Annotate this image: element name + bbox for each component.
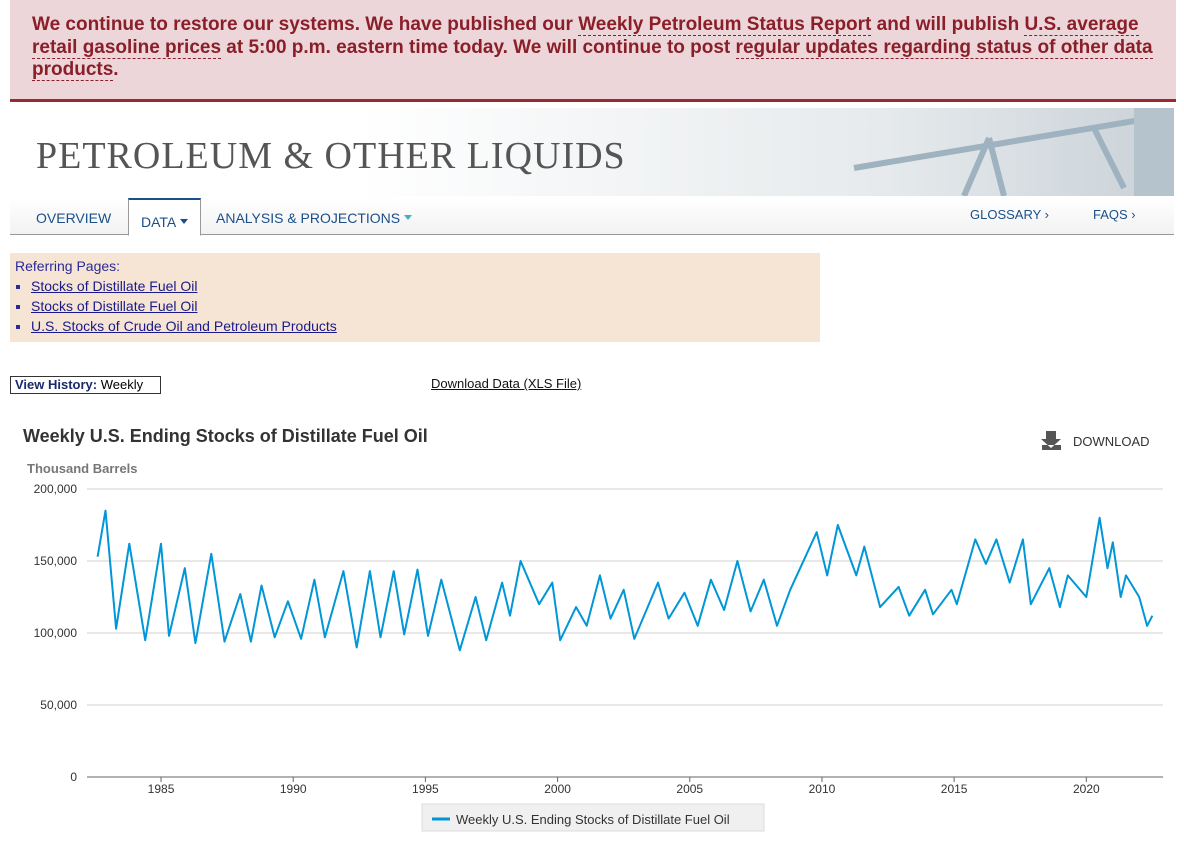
banner-text: and will publish [871,14,1025,35]
legend-label: Weekly U.S. Ending Stocks of Distillate … [456,812,730,827]
history-value: Weekly [100,377,144,392]
referring-pages: Referring Pages: Stocks of Distillate Fu… [10,253,820,342]
x-tick-label: 2000 [544,782,571,796]
banner-text: at 5:00 p.m. eastern time today. We will… [221,36,736,58]
nav-bar: OVERVIEW DATA ANALYSIS & PROJECTIONS GLO… [10,198,1174,236]
nav-tab-label: DATA [141,214,177,230]
nav-tab-label: ANALYSIS & PROJECTIONS [216,210,401,226]
data-line [96,509,1154,652]
referring-title: Referring Pages: [15,258,121,274]
pump-graphic [853,108,1174,196]
y-axis-title: Thousand Barrels [27,461,138,476]
x-tick-label: 1990 [280,782,307,796]
nav-tab[interactable]: DATA [128,198,202,236]
banner-link[interactable]: U.S. average retail gasoline prices [32,14,1139,59]
banner-text: We continue to restore our systems. We h… [32,14,579,35]
x-tick-label: 2005 [676,782,703,796]
banner-text: . [113,59,119,80]
view-history[interactable]: View History: Weekly [10,376,161,394]
x-tick-label: 1985 [148,782,175,796]
header: PETROLEUM & OTHER LIQUIDS [10,108,1174,196]
nav-tab[interactable]: OVERVIEW [36,210,112,226]
x-tick-label: 2015 [941,782,968,796]
y-tick-label: 100,000 [34,626,78,640]
y-tick-label: 150,000 [34,554,78,568]
banner-link[interactable]: regular updates regarding status of othe… [32,36,1153,81]
y-tick-label: 200,000 [34,482,78,496]
download-data-link[interactable]: Download Data (XLS File) [431,376,582,391]
y-tick-label: 50,000 [40,698,77,712]
referring-link[interactable]: Stocks of Distillate Fuel Oil [31,298,198,314]
x-tick-label: 2020 [1073,782,1100,796]
chart: Weekly U.S. Ending Stocks of Distillate … [23,426,1163,832]
y-tick-label: 0 [70,770,77,784]
download-label: DOWNLOAD [1073,434,1150,449]
history-label: View History: [15,377,98,392]
nav-link[interactable]: GLOSSARY › [970,207,1049,222]
download-button[interactable]: DOWNLOAD [1041,431,1150,450]
referring-link[interactable]: U.S. Stocks of Crude Oil and Petroleum P… [31,318,337,334]
banner-link[interactable]: Weekly Petroleum Status Report [578,14,872,36]
legend-box [421,803,765,832]
nav-link[interactable]: FAQS › [1093,207,1136,222]
chart-title: Weekly U.S. Ending Stocks of Distillate … [23,426,428,446]
nav-tab[interactable]: ANALYSIS & PROJECTIONS [216,198,413,234]
x-tick-label: 1995 [412,782,439,796]
alert-banner: We continue to restore our systems. We h… [10,0,1176,102]
referring-link[interactable]: Stocks of Distillate Fuel Oil [31,278,198,294]
x-tick-label: 2010 [809,782,836,796]
legend: Weekly U.S. Ending Stocks of Distillate … [421,803,765,832]
section-title: PETROLEUM & OTHER LIQUIDS [36,135,626,177]
